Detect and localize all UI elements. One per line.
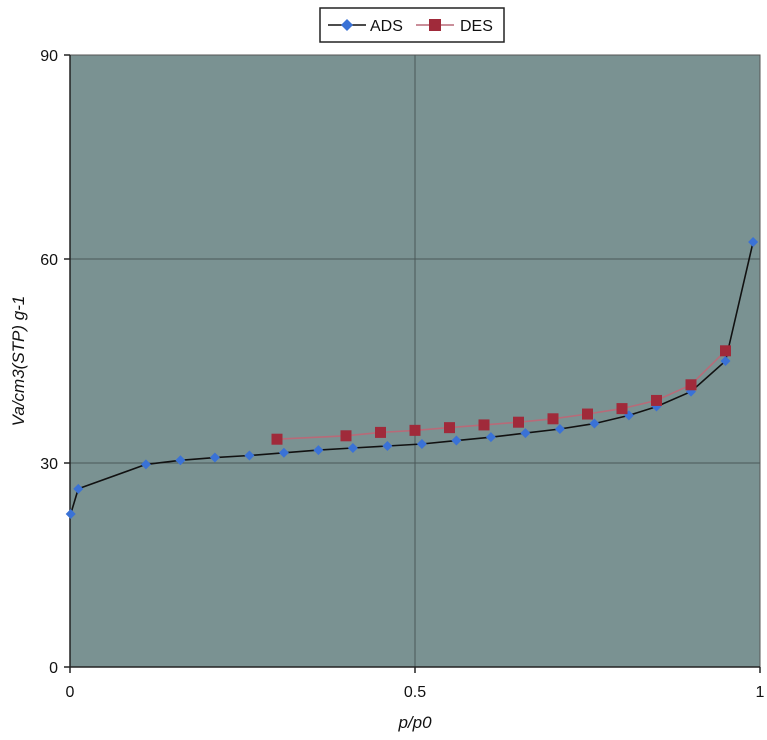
- data-point-ads: [65, 509, 76, 519]
- data-point-des: [651, 394, 662, 406]
- legend-marker-ads: [341, 19, 353, 31]
- data-point-ads: [347, 443, 358, 454]
- data-point-ads: [416, 438, 427, 449]
- series-ads: [65, 237, 759, 519]
- series-layer: [65, 237, 759, 519]
- y-tick-label: 90: [40, 48, 58, 65]
- data-point-des: [513, 416, 524, 428]
- x-axis-label: p/p0: [397, 713, 432, 732]
- data-point-des: [409, 424, 421, 436]
- data-point-des: [271, 433, 283, 445]
- legend-marker-des: [429, 19, 441, 31]
- data-point-des: [616, 403, 628, 415]
- axes: [64, 54, 761, 673]
- data-point-ads: [589, 418, 600, 429]
- data-point-des: [478, 419, 490, 431]
- data-point-ads: [554, 424, 565, 434]
- y-axis-label: Va/cm3(STP) g-1: [9, 296, 28, 427]
- x-tick-label: 1: [756, 684, 765, 701]
- data-point-ads: [748, 237, 759, 247]
- y-tick-label: 60: [40, 252, 58, 269]
- data-point-des: [375, 426, 386, 438]
- y-tick-label: 30: [40, 456, 58, 473]
- data-point-ads: [485, 432, 496, 443]
- legend: ADS DES: [319, 7, 505, 43]
- x-tick-label: 0.5: [404, 684, 426, 701]
- x-tick-labels: 0 0.5 1: [66, 684, 765, 701]
- gridlines: [70, 55, 760, 667]
- data-point-ads: [313, 445, 324, 456]
- data-point-des: [720, 345, 731, 357]
- data-point-ads: [382, 441, 393, 451]
- data-point-ads: [175, 455, 186, 466]
- data-point-ads: [520, 428, 531, 439]
- data-point-ads: [244, 450, 255, 461]
- x-tick-label: 0: [66, 684, 75, 701]
- data-point-des: [340, 430, 352, 442]
- data-point-ads: [140, 459, 151, 470]
- data-point-des: [685, 379, 697, 391]
- data-point-des: [444, 422, 455, 434]
- data-point-ads: [73, 483, 84, 494]
- data-point-ads: [209, 452, 220, 463]
- series-des: [271, 345, 731, 445]
- legend-label-des: DES: [460, 18, 493, 35]
- y-tick-labels: 0 30 60 90: [40, 48, 58, 677]
- legend-label-ads: ADS: [370, 18, 403, 35]
- y-tick-label: 0: [49, 660, 58, 677]
- data-point-ads: [278, 447, 289, 458]
- data-point-des: [582, 408, 593, 420]
- data-point-des: [547, 413, 559, 425]
- data-point-ads: [451, 435, 462, 446]
- data-point-ads: [720, 356, 731, 366]
